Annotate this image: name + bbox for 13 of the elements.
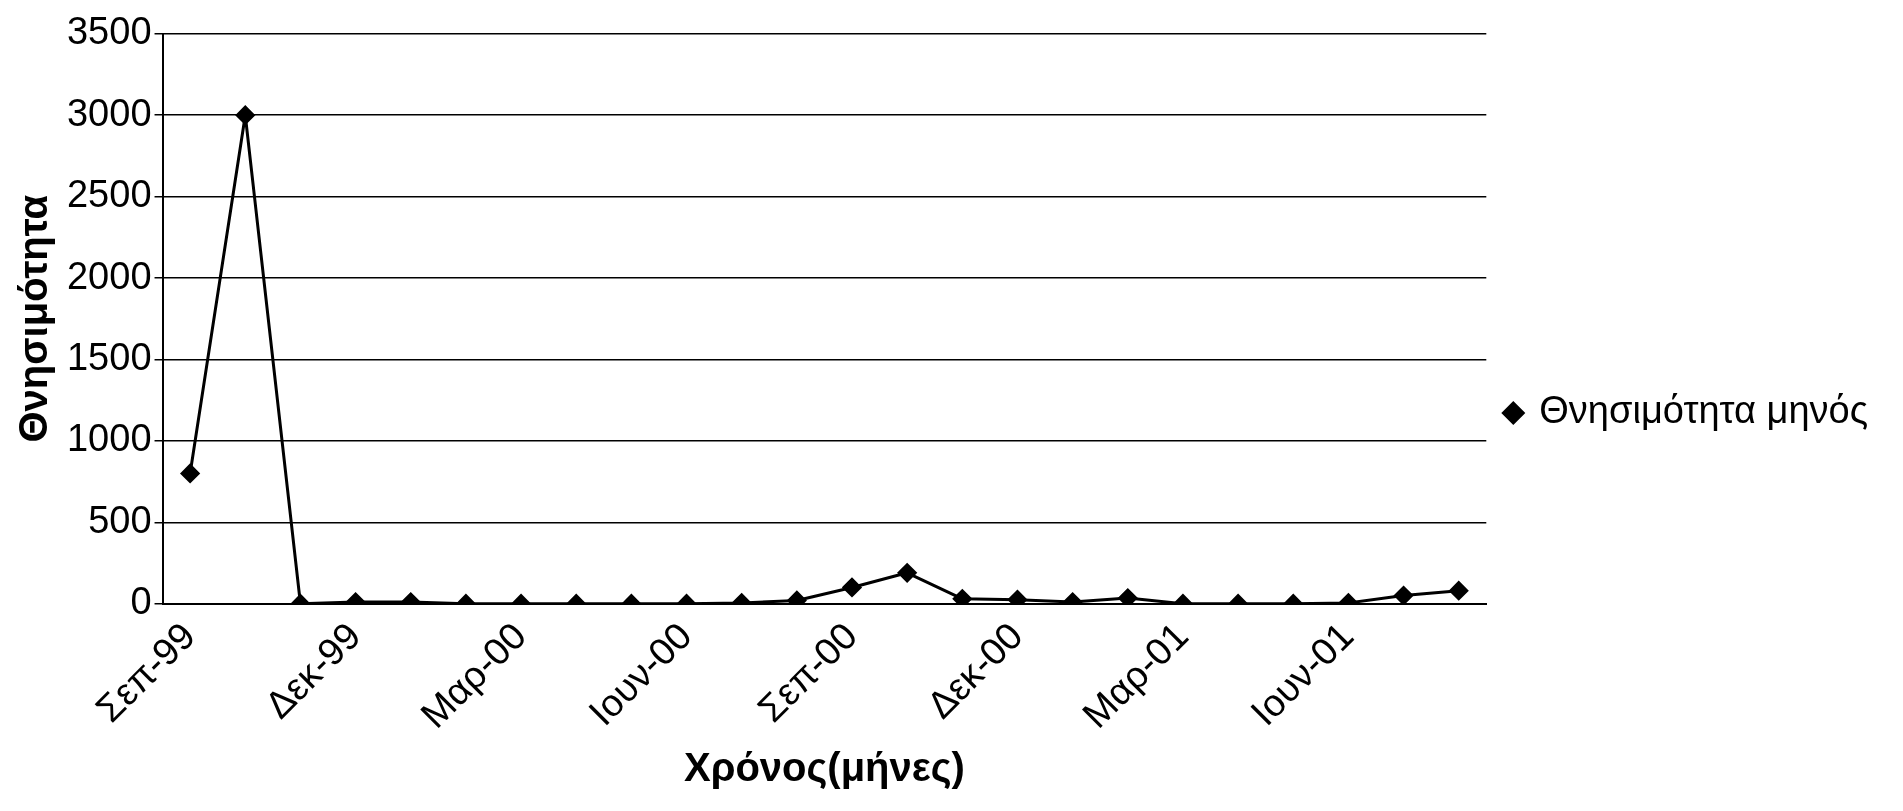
y-axis-title: Θνησιμότητα	[11, 194, 56, 443]
point	[235, 105, 255, 125]
y-tick-label: 3500	[66, 10, 152, 53]
y-tick-label: 1500	[66, 335, 152, 378]
y-tick-label: 1000	[66, 417, 152, 460]
point	[952, 589, 972, 604]
y-tick-label: 2500	[66, 173, 152, 216]
x-axis-title: Χρόνος(μήνες)	[683, 745, 965, 791]
legend-label: Θνησιμότητα μηνός	[1539, 389, 1869, 432]
y-tick-label: 2000	[66, 254, 152, 297]
y-tick-label: 3000	[66, 91, 152, 134]
y-tick-label: 0	[130, 580, 152, 623]
y-tick-label: 500	[88, 498, 152, 541]
